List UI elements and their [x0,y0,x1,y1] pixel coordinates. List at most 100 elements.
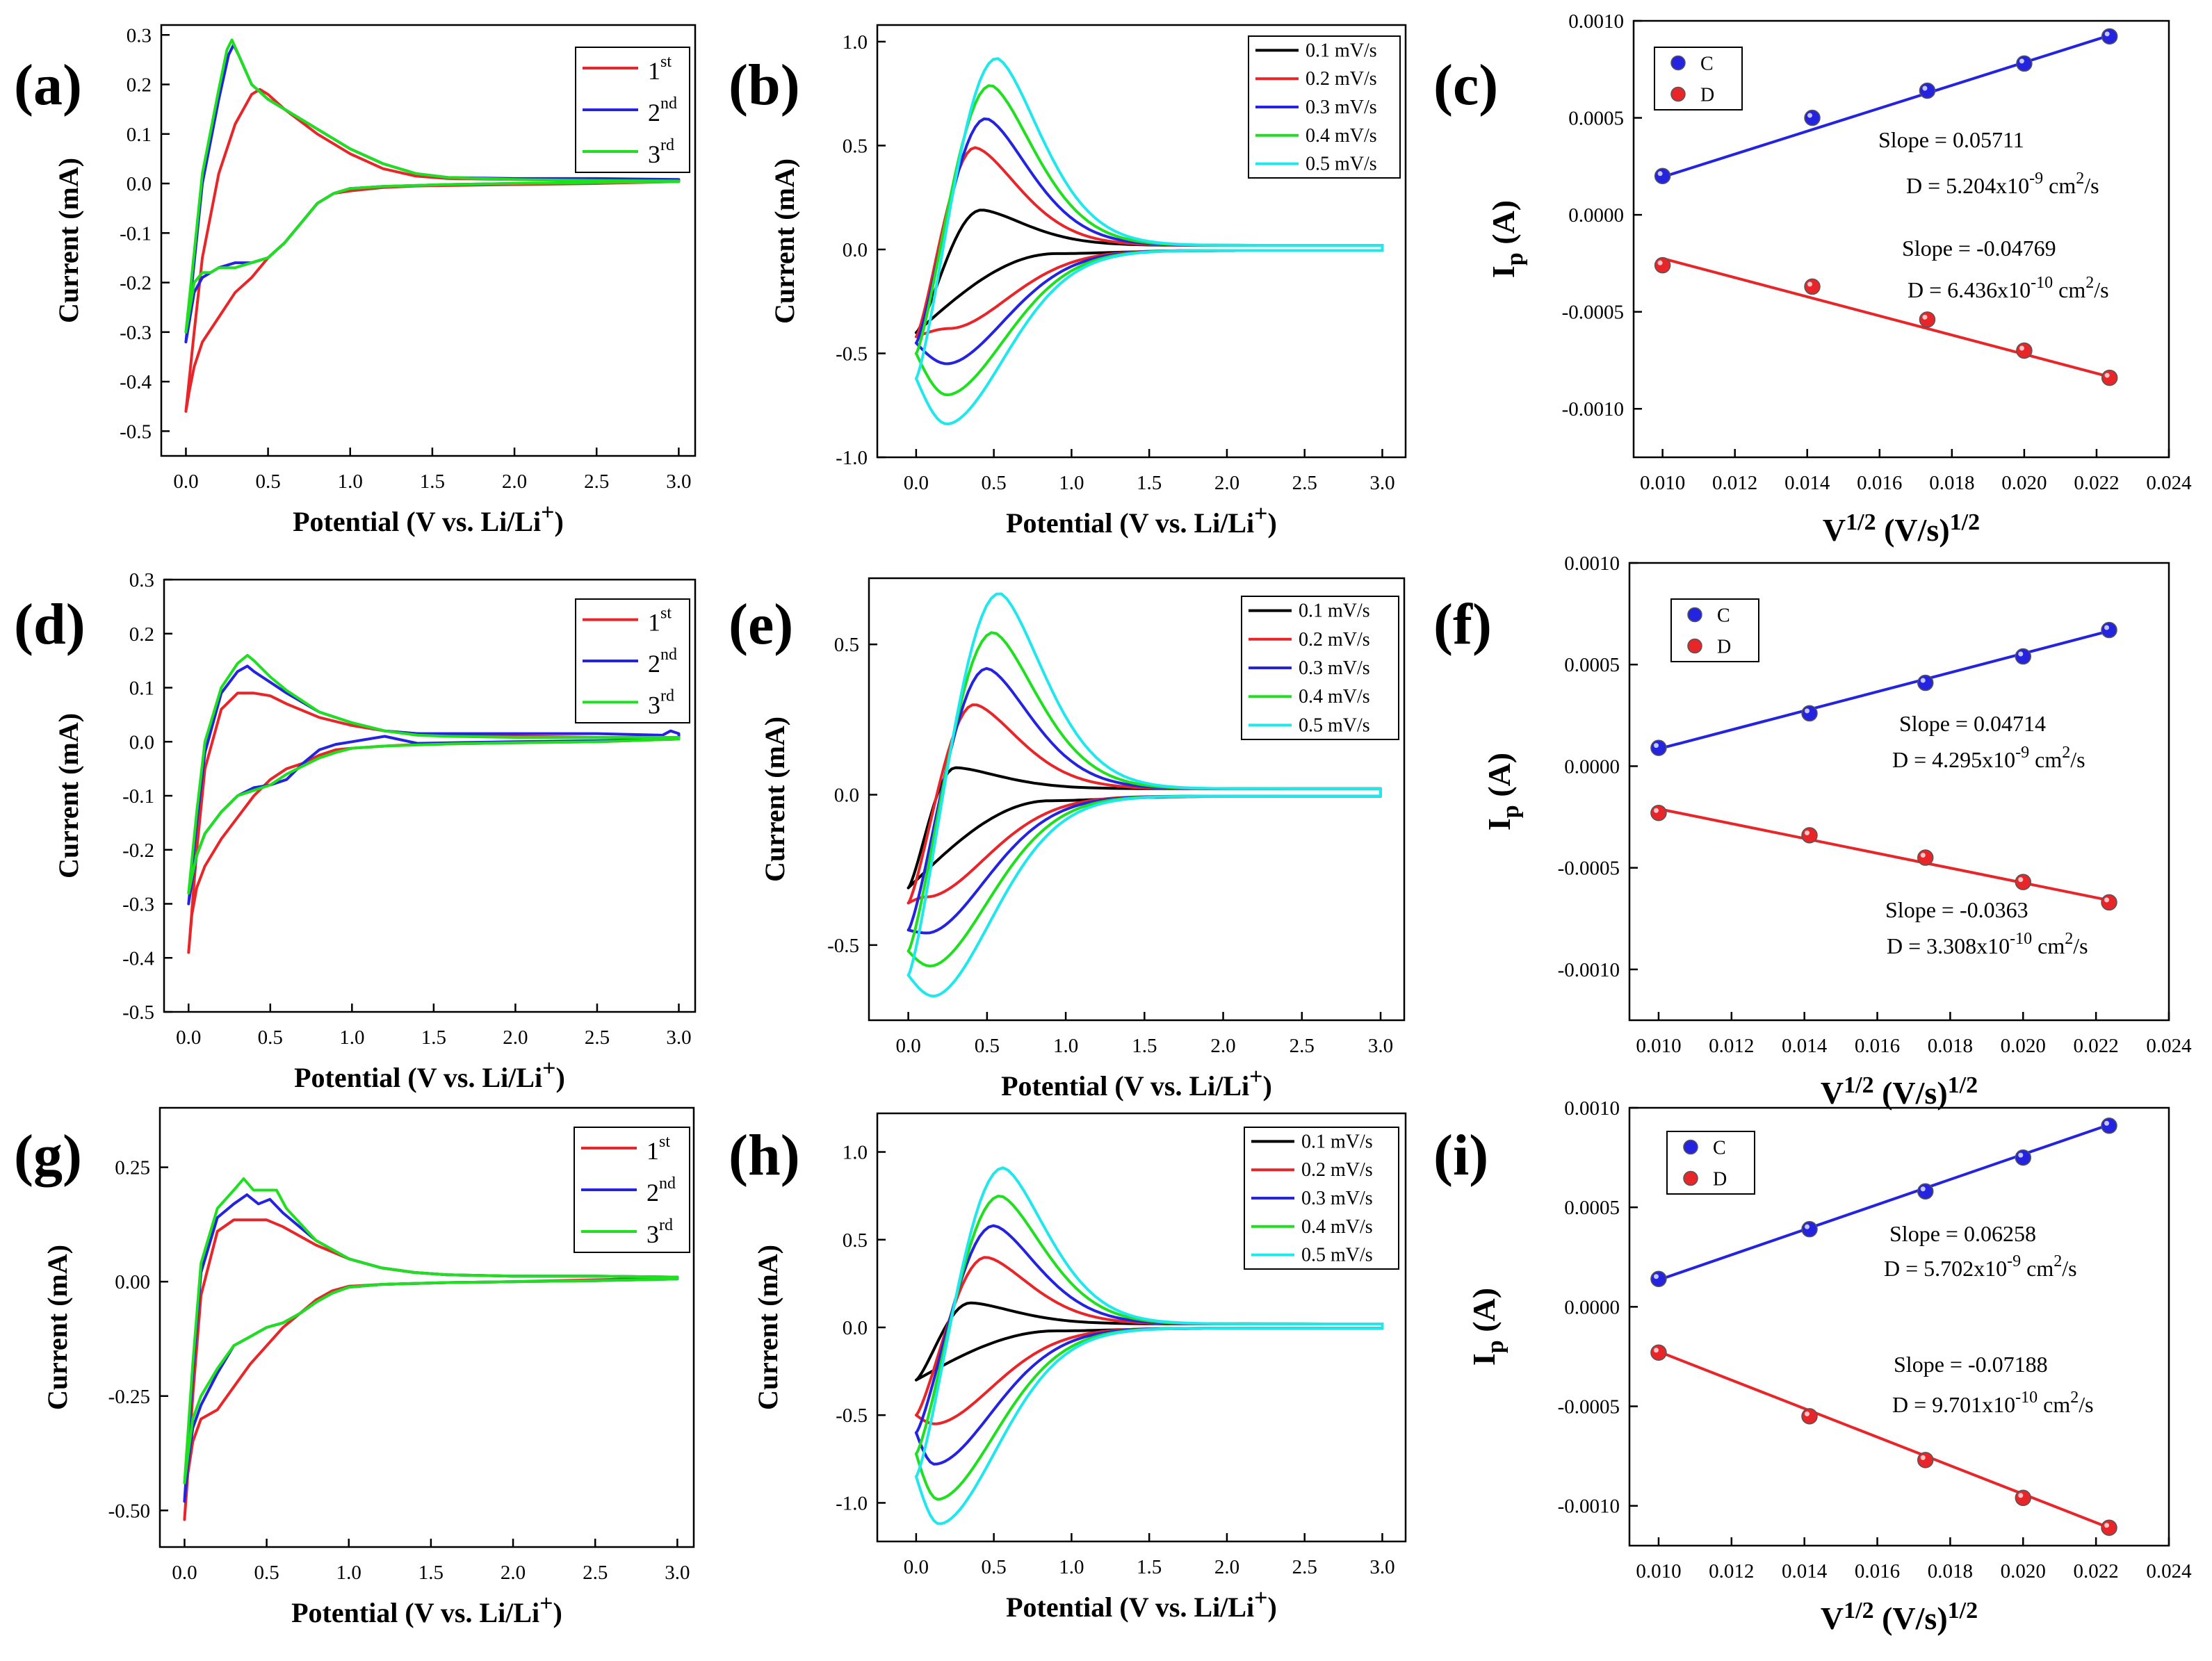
x-tick-label: 0.020 [2001,1035,2046,1057]
y-tick-label: -0.3 [122,894,154,916]
x-tick-label: 1.0 [1059,1556,1084,1578]
legend-box [1670,598,1759,662]
y-axis-title: Current (mA) [752,1245,783,1410]
x-tick-label: 0.5 [254,1562,279,1584]
data-point-C [1804,109,1821,126]
series-line-cycle-1 [183,1218,679,1521]
x-tick-label: 2.5 [584,471,609,493]
diffusion-annotation: D = 6.436x10-10 cm2/s [1908,274,2109,302]
legend-label: 2nd [646,1175,676,1206]
y-tick-label: -0.5 [827,935,859,957]
x-tick-label: 0.014 [1782,1035,1828,1057]
y-axis-title: Ip (A) [1481,753,1524,830]
series-line-0-1-mV-s [914,1301,1384,1382]
x-tick-label: 0.022 [2074,1560,2119,1582]
plot-area [187,653,681,954]
y-tick-label: 0.3 [127,24,152,47]
plot-area [184,38,681,413]
y-tick-label: -0.0010 [1562,398,1624,420]
fit-line-D [1658,807,2110,902]
data-point-highlight [1920,1455,1926,1460]
data-point-highlight [1922,85,1928,91]
data-point-C [1650,1270,1667,1288]
slope-annotation: Slope = 0.05711 [1878,127,2024,152]
x-tick-label: 0.016 [1855,1035,1900,1057]
series-line-cycle-3 [187,653,681,894]
plot-area [1650,1118,2117,1536]
plot-area [1654,28,2118,386]
data-point-highlight [1653,1348,1659,1353]
legend-box [1654,47,1743,111]
data-point-highlight [2104,1120,2110,1126]
legend-label: 0.3 mV/s [1306,97,1377,118]
data-point-highlight [1653,1274,1659,1279]
x-tick-label: 3.0 [1369,472,1394,494]
y-tick-label: -0.0005 [1562,302,1624,324]
legend-label: 0.3 mV/s [1299,657,1370,679]
legend-label: 0.5 mV/s [1301,1245,1373,1266]
legend-label: 1st [646,1133,670,1165]
data-point-highlight [2104,625,2110,630]
legend-label: 0.5 mV/s [1299,714,1370,736]
chart-f: 0.010 0.012 0.014 0.016 0.018 0.020 0.022 0.024… [1433,553,2192,1111]
x-tick-label: 0.0 [172,1562,197,1584]
legend: CD [1666,1131,1755,1195]
y-tick-label: 0.0000 [1564,1296,1620,1318]
y-tick-label: -0.1 [122,785,154,808]
x-tick-label: 1.5 [418,1562,444,1584]
x-tick-label: 2.0 [502,471,527,493]
data-point-highlight [2018,1152,2024,1158]
y-tick-label: 0.0000 [1568,204,1624,227]
legend-label: D [1713,1169,1727,1190]
data-point-C [1917,674,1934,692]
y-tick-label: 0.1 [129,678,154,700]
legend-label: 2nd [648,646,677,678]
y-tick-label: 0.0010 [1564,553,1620,575]
y-tick-label: -0.4 [122,947,154,969]
x-tick-label: 0.014 [1782,1560,1828,1582]
data-point-highlight [2104,897,2110,903]
x-tick-label: 1.0 [1059,472,1084,494]
legend-label: C [1713,1138,1726,1159]
plot-area [1650,621,2117,911]
data-point-D [2015,1489,2032,1507]
plot-area [906,592,1382,998]
legend: 0.1 mV/s 0.2 mV/s 0.3 mV/s 0.4 mV/s 0.5 mV/s [1244,1127,1399,1270]
legend-label: 1st [648,605,672,637]
x-tick-label: 3.0 [666,1026,691,1049]
x-tick-label: 0.020 [2001,1560,2046,1582]
legend: 1st 2nd 3rd [575,47,690,173]
data-point-C [2016,55,2033,72]
y-tick-label: 0.00 [115,1271,150,1293]
x-tick-label: 3.0 [1369,1556,1394,1578]
data-point-highlight [1920,678,1926,683]
data-point-highlight [2019,58,2024,64]
x-axis-title: Potential (V vs. Li/Li+) [293,500,564,537]
series-line-cycle-3 [183,1177,679,1484]
y-axis-title: Current (mA) [759,717,790,882]
y-tick-label: 0.2 [129,623,154,646]
plot-area [183,1177,679,1521]
x-tick-label: 0.012 [1709,1035,1754,1057]
slope-annotation: Slope = -0.07188 [1894,1352,2048,1377]
y-tick-label: 0.0 [127,173,152,195]
y-axis-title: Current (mA) [769,158,800,324]
data-point-D [2101,894,2117,911]
x-tick-label: 0.5 [982,1556,1007,1578]
data-point-D [1917,849,1934,866]
x-tick-label: 0.018 [1929,472,1974,494]
x-tick-label: 0.016 [1857,472,1902,494]
data-point-highlight [1807,281,1813,287]
data-point-C [1654,167,1671,185]
slope-annotation: Slope = -0.0363 [1885,897,2028,922]
diffusion-annotation: D = 9.701x10-10 cm2/s [1892,1389,2094,1417]
x-tick-label: 0.020 [2001,472,2047,494]
data-point-C [1801,705,1818,722]
y-tick-label: 0.0005 [1568,108,1624,130]
panel-label: (i) [1433,1123,1488,1188]
data-point-highlight [2104,373,2110,378]
legend-label: 3rd [648,136,674,168]
x-tick-label: 0.024 [2146,1560,2192,1582]
data-point-D [1650,804,1667,821]
x-tick-label: 0.014 [1784,472,1830,494]
